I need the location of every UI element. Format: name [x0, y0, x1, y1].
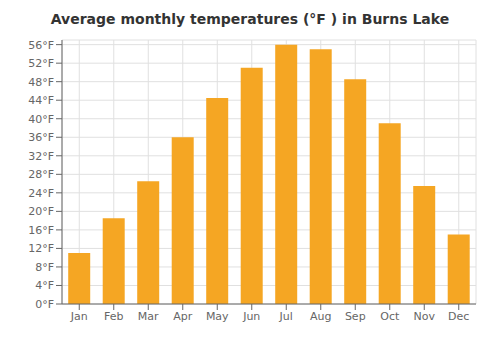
svg-text:16°F: 16°F [28, 224, 54, 237]
svg-text:52°F: 52°F [28, 57, 54, 70]
svg-text:Feb: Feb [104, 310, 123, 323]
svg-text:Apr: Apr [173, 310, 193, 323]
svg-text:0°F: 0°F [35, 298, 54, 311]
svg-text:Jan: Jan [70, 310, 88, 323]
svg-text:28°F: 28°F [28, 168, 54, 181]
svg-text:8°F: 8°F [35, 261, 54, 274]
svg-text:56°F: 56°F [28, 39, 54, 52]
svg-text:40°F: 40°F [28, 113, 54, 126]
svg-text:36°F: 36°F [28, 131, 54, 144]
svg-text:Jul: Jul [279, 310, 293, 323]
svg-text:May: May [206, 310, 229, 323]
svg-text:48°F: 48°F [28, 76, 54, 89]
svg-text:12°F: 12°F [28, 242, 54, 255]
svg-text:20°F: 20°F [28, 205, 54, 218]
svg-text:32°F: 32°F [28, 150, 54, 163]
svg-text:4°F: 4°F [35, 279, 54, 292]
html-text:Average monthly temperatures (: Average monthly temperatures (°F ) in Bu… [50, 11, 450, 27]
svg-text:44°F: 44°F [28, 94, 54, 107]
svg-text:24°F: 24°F [28, 187, 54, 200]
svg-text:Jun: Jun [242, 310, 260, 323]
svg-text:Dec: Dec [448, 310, 469, 323]
svg-text:Nov: Nov [414, 310, 436, 323]
svg-text:Sep: Sep [345, 310, 366, 323]
svg-text:Mar: Mar [138, 310, 159, 323]
svg-text:Aug: Aug [310, 310, 331, 323]
svg-text:Oct: Oct [380, 310, 400, 323]
